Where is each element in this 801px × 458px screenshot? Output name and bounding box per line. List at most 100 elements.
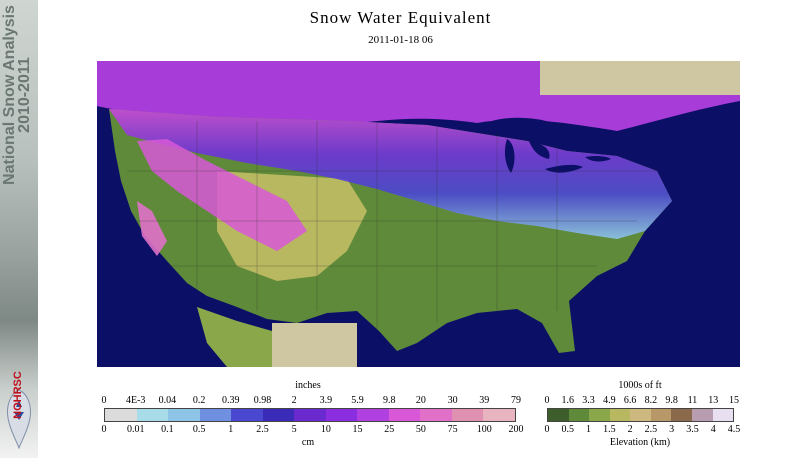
swe-legend-swatch — [168, 409, 200, 421]
legend-tick-label: 0 — [101, 395, 107, 406]
legend-tick-label: 2 — [291, 395, 297, 406]
swe-legend-cm-ticks: 0 0.01 0.1 0.5 1 2.5 5 10 15 25 50 75 100 200 — [101, 424, 524, 436]
swe-legend-swatch — [388, 409, 421, 421]
legend-tick-label: 1.5 — [603, 424, 616, 435]
swe-legend-swatch — [136, 409, 169, 421]
sierra-snow — [137, 201, 167, 256]
legend-tick-label: 8.2 — [644, 395, 658, 406]
legend-tick-label: 0 — [544, 424, 550, 435]
legend-tick-label: 11 — [687, 395, 698, 406]
legend-tick-label: 1 — [586, 424, 592, 435]
lake-huron — [529, 141, 550, 159]
legend-tick-label: 9.8 — [382, 395, 396, 406]
legend-tick-label: 2.5 — [644, 424, 658, 435]
legend-tick-label: 13 — [708, 395, 719, 406]
map-timestamp: 2011-01-18 06 — [368, 34, 433, 46]
snow-map — [97, 61, 740, 367]
legend-tick-label: 200 — [508, 424, 524, 435]
legend-tick-label: 75 — [447, 424, 458, 435]
elev-legend-color-bar — [547, 408, 734, 422]
legend-tick-label: 0.5 — [561, 424, 575, 435]
legend-tick-label: 4.9 — [603, 395, 616, 406]
swe-legend-swatch — [483, 409, 515, 421]
nodata-block-northeast — [540, 61, 740, 95]
legend-tick-label: 4E-3 — [125, 395, 146, 406]
elev-legend-km-ticks: 0 0.5 1 1.5 2 2.5 3 3.5 4 4.5 — [544, 424, 741, 436]
elev-legend-swatch — [671, 409, 692, 421]
swe-legend-swatch — [325, 409, 358, 421]
mexico-landmass — [197, 307, 272, 367]
map-title: Snow Water Equivalent — [309, 8, 492, 27]
elev-legend-swatch — [630, 409, 651, 421]
legend-tick-label: 2.5 — [256, 424, 269, 435]
snow-map-canvas — [97, 61, 740, 367]
state-boundaries — [127, 121, 657, 331]
legend-tick-label: 50 — [415, 424, 426, 435]
legend-tick-label: 4 — [710, 424, 716, 435]
swe-legend-swatch — [294, 409, 326, 421]
legend-tick-label: 0.01 — [126, 424, 145, 435]
legend-tick-label: 3.9 — [319, 395, 333, 406]
swe-legend-swatch — [262, 409, 295, 421]
legend-tick-label: 20 — [415, 395, 426, 406]
swe-legend-swatch — [231, 409, 263, 421]
swe-legend-swatch — [357, 409, 389, 421]
legend-tick-label: 0.98 — [253, 395, 272, 406]
swe-legend-swatch — [105, 409, 137, 421]
legend-tick-label: 3.3 — [582, 395, 595, 406]
elev-legend-swatch — [650, 409, 672, 421]
legend-tick-label: 3 — [669, 424, 675, 435]
legend-tick-label: 5.9 — [351, 395, 364, 406]
legend-tick-label: 100 — [476, 424, 492, 435]
legend-tick-label: 0.39 — [222, 395, 240, 406]
legend-tick-label: 0.1 — [161, 424, 174, 435]
rocky-mountain-snow — [137, 139, 307, 251]
lake-erie — [545, 164, 583, 173]
legend-tick-label: 1.6 — [561, 395, 575, 406]
snow-cover-region — [109, 109, 672, 239]
side-banner-years: 2010-2011 — [16, 57, 33, 133]
legend-tick-label: 15 — [729, 395, 739, 406]
swe-legend-top-unit: inches — [295, 380, 321, 391]
elev-legend-swatch — [589, 409, 610, 421]
legend-tick-label: 1 — [228, 424, 234, 435]
legend-tick-label: 0 — [544, 395, 550, 406]
elev-legend-bottom-unit: Elevation (km) — [609, 437, 671, 448]
nohrsc-logo — [7, 389, 31, 450]
legend-tick-label: 10 — [320, 424, 331, 435]
legend-tick-label: 5 — [291, 424, 297, 435]
swe-legend-swatch — [199, 409, 232, 421]
elev-legend-ft-ticks: 0 1.6 3.3 4.9 6.6 8.2 9.8 11 13 15 — [544, 395, 740, 407]
swe-legend-swatch — [420, 409, 452, 421]
legend-tick-label: 2 — [627, 424, 633, 435]
elev-legend-swatch — [609, 409, 631, 421]
legend-tick-label: 4.5 — [727, 424, 741, 435]
legend-tick-label: 39 — [479, 395, 490, 406]
lake-ontario — [585, 155, 611, 162]
legend-tick-label: 9.8 — [665, 395, 678, 406]
legend-tick-label: 30 — [447, 395, 458, 406]
nodata-block-mexico — [272, 323, 357, 367]
lake-superior — [492, 117, 552, 128]
nohrsc-logo-text: NOHRSC — [12, 371, 24, 419]
lake-michigan — [504, 139, 515, 173]
legend-tick-label: 6.6 — [623, 395, 637, 406]
swe-legend-bottom-unit: cm — [301, 437, 315, 448]
elev-legend-swatch — [568, 409, 590, 421]
side-banner-title: National Snow Analysis 2010-2011 — [1, 0, 36, 195]
legend-tick-label: 0.5 — [192, 424, 206, 435]
swe-legend-inches-ticks: 0 4E-3 0.04 0.2 0.39 0.98 2 3.9 5.9 9.8 20 30 39 79 — [101, 395, 522, 407]
side-banner: National Snow Analysis 2010-2011 NOHRSC — [0, 0, 38, 458]
legend-tick-label: 3.5 — [686, 424, 699, 435]
legend-tick-label: 0 — [101, 424, 107, 435]
elev-legend-swatch — [691, 409, 713, 421]
swe-legend-color-bar — [104, 408, 516, 422]
legend-tick-label: 15 — [352, 424, 363, 435]
legend-tick-label: 0.04 — [158, 395, 177, 406]
elev-legend-top-unit: 1000s of ft — [618, 380, 662, 391]
swe-legend-swatch — [451, 409, 484, 421]
elev-legend-swatch — [548, 409, 569, 421]
legend-tick-label: 79 — [511, 395, 521, 406]
elev-legend-swatch — [712, 409, 734, 421]
legend-tick-label: 0.2 — [192, 395, 206, 406]
